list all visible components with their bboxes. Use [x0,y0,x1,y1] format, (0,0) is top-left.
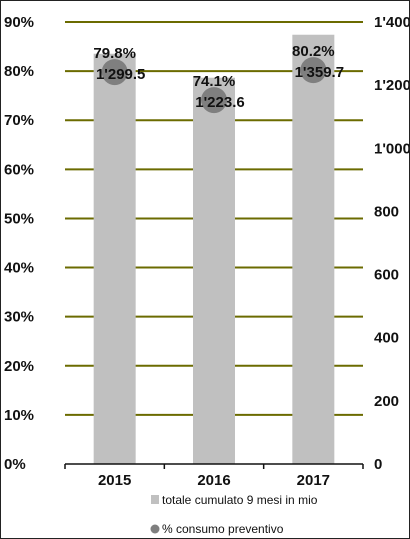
bar [93,53,136,465]
y-left-tick-label: 20% [4,358,34,375]
y-right-tick-label: 800 [374,203,399,220]
y-left-tick-label: 40% [4,260,34,277]
y-right-tick-label: 1'200 [374,77,409,94]
y-left-tick-label: 90% [4,14,34,31]
bar-data-label: 1'299.5 [96,66,145,83]
marker-point [201,87,227,114]
y-left-tick-label: 10% [4,407,34,424]
bar [193,77,235,464]
legend-marker-swatch [150,524,160,534]
y-left-tick-label: 0% [4,456,26,473]
y-right-tick-label: 400 [374,330,399,347]
marker-data-label: 79.8% [93,45,136,62]
y-left-tick-label: 30% [4,309,34,326]
y-left-tick-label: 50% [4,210,34,227]
bar-data-label: 1'359.7 [295,64,344,81]
x-tick-label: 2016 [197,472,230,489]
marker-data-label: 74.1% [193,73,236,90]
y-right-tick-label: 1'400 [374,14,409,31]
marker-data-label: 80.2% [292,43,335,60]
x-tick-label: 2015 [98,472,131,489]
marker-point [101,59,128,86]
y-left-tick-label: 80% [4,63,34,80]
bar [292,34,335,464]
y-right-tick-label: 600 [374,267,399,284]
y-right-tick-label: 200 [374,393,399,410]
y-right-tick-label: 1'000 [374,140,409,157]
y-left-tick-label: 70% [4,112,34,129]
y-left-tick-label: 60% [4,161,34,178]
legend-bar-swatch [151,495,159,504]
marker-point [300,57,327,84]
legend-bar-label: totale cumulato 9 mesi in mio [162,493,318,507]
y-right-tick-label: 0 [374,456,382,473]
bar-data-label: 1'223.6 [195,94,244,111]
legend-marker-label: % consumo preventivo [162,522,284,536]
x-tick-label: 2017 [297,472,330,489]
